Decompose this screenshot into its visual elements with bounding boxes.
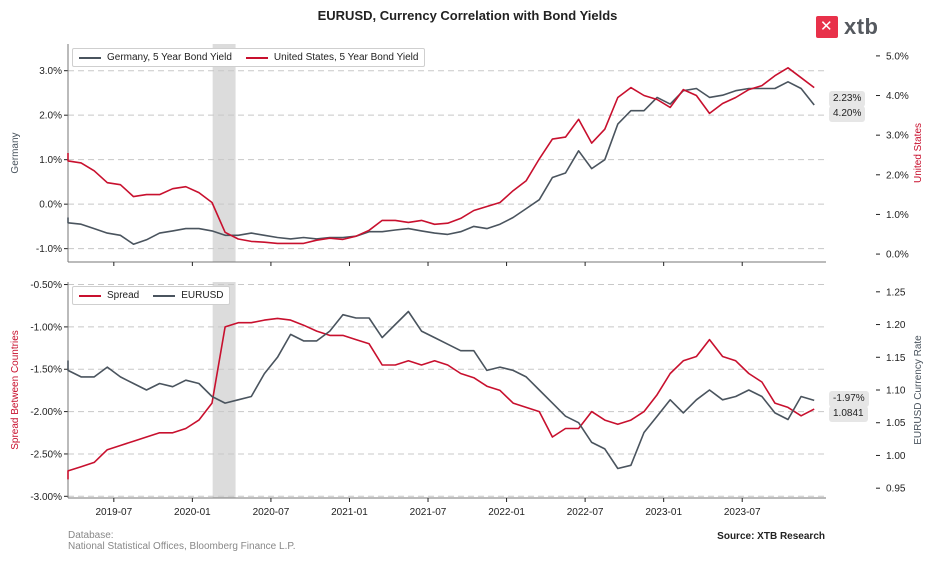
top-left-tick-label: -1.0% [36, 244, 62, 255]
top-right-axis-label: United States [913, 123, 924, 183]
chart-title: EURUSD, Currency Correlation with Bond Y… [317, 8, 618, 23]
legend-item-spread: Spread [79, 290, 139, 301]
top-right-tick-label: 2.0% [886, 170, 909, 181]
top-left-tick-label: 3.0% [39, 66, 62, 77]
top-right-tick-label: 4.0% [886, 91, 909, 102]
bottom-left-tick-label: -0.50% [30, 280, 62, 291]
top-series-line-a [67, 81, 815, 245]
badge-spread-last: -1.97% [829, 391, 869, 407]
top-shaded-period [212, 44, 236, 262]
legend-label-germany: Germany, 5 Year Bond Yield [107, 52, 232, 63]
x-tick-label: 2022-01 [488, 507, 525, 518]
badge-eurusd-last: 1.0841 [829, 406, 868, 422]
badge-germany-last: 2.23% [829, 91, 866, 107]
top-right-tick-label: 3.0% [886, 131, 909, 142]
bottom-legend: Spread EURUSD [72, 286, 231, 305]
bottom-left-tick-label: -2.50% [30, 449, 62, 460]
top-left-tick-label: 2.0% [39, 111, 62, 122]
top-right-tick-label: 1.0% [886, 210, 909, 221]
legend-swatch-spread [79, 294, 101, 297]
database-label: Database: [68, 530, 114, 541]
legend-swatch-eurusd [153, 294, 176, 297]
x-tick-label: 2022-07 [567, 507, 604, 518]
legend-item-eurusd: EURUSD [153, 290, 223, 301]
x-tick-label: 2020-01 [174, 507, 211, 518]
footer-database: Database: National Statistical Offices, … [68, 530, 296, 552]
bottom-right-tick-label: 1.20 [886, 320, 906, 331]
bottom-left-tick-label: -3.00% [30, 492, 62, 503]
top-left-tick-label: 1.0% [39, 155, 62, 166]
bottom-series-line-a [67, 317, 815, 480]
top-left-axis-label: Germany [10, 132, 21, 173]
database-value: National Statistical Offices, Bloomberg … [68, 541, 296, 552]
footer-source: Source: XTB Research [717, 531, 825, 542]
xtb-logo: xtb [816, 14, 879, 40]
bottom-left-tick-label: -2.00% [30, 407, 62, 418]
bottom-right-tick-label: 1.00 [886, 451, 906, 462]
bottom-left-tick-label: -1.50% [30, 365, 62, 376]
bottom-series-line-b [67, 310, 815, 470]
bottom-right-tick-label: 1.10 [886, 386, 906, 397]
x-tick-label: 2023-01 [645, 507, 682, 518]
x-tick-label: 2019-07 [95, 507, 132, 518]
legend-label-eurusd: EURUSD [181, 290, 224, 301]
logo-text: xtb [844, 14, 879, 39]
x-tick-label: 2020-07 [253, 507, 290, 518]
bottom-left-tick-label: -1.00% [30, 322, 62, 333]
top-legend: Germany, 5 Year Bond Yield United States… [72, 48, 426, 67]
x-tick-label: 2021-07 [410, 507, 447, 518]
legend-item-us: United States, 5 Year Bond Yield [245, 52, 419, 63]
legend-swatch-us [245, 56, 268, 59]
legend-item-germany: Germany, 5 Year Bond Yield [79, 52, 232, 63]
bottom-right-tick-label: 1.05 [886, 418, 906, 429]
bottom-left-axis-label: Spread Between Countries [10, 330, 21, 450]
bottom-right-tick-label: 1.15 [886, 353, 906, 364]
top-left-tick-label: 0.0% [39, 200, 62, 211]
top-series-line-b [67, 67, 815, 245]
xtb-logo-icon [816, 16, 838, 38]
x-tick-label: 2023-07 [724, 507, 761, 518]
bottom-right-tick-label: 0.95 [886, 484, 906, 495]
top-right-tick-label: 5.0% [886, 51, 909, 62]
legend-label-us: United States, 5 Year Bond Yield [273, 52, 419, 63]
legend-swatch-germany [79, 56, 101, 59]
bottom-shaded-period [212, 282, 236, 498]
badge-us-last: 4.20% [829, 106, 866, 122]
top-right-tick-label: 0.0% [886, 250, 909, 261]
bottom-right-tick-label: 1.25 [886, 287, 906, 298]
bottom-right-axis-label: EURUSD Currency Rate [913, 335, 924, 445]
x-tick-label: 2021-01 [331, 507, 368, 518]
legend-label-spread: Spread [107, 290, 140, 301]
